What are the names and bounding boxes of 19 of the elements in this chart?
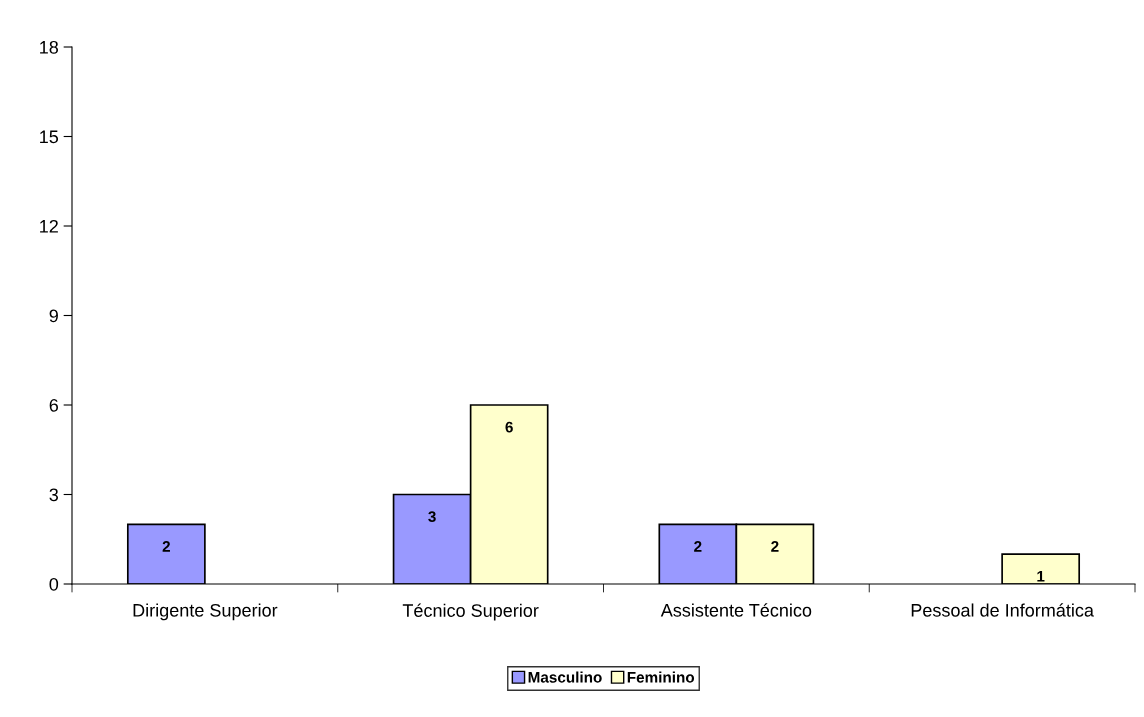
y-tick-label: 18 [40, 40, 59, 54]
y-tick-label: 12 [40, 219, 58, 233]
x-tick-label: Assistente Técnico [660, 603, 812, 617]
data-label: 2 [771, 541, 779, 552]
x-tick-label: Pessoal de Informática [911, 603, 1094, 617]
data-label: 1 [1037, 571, 1045, 582]
y-tick-label: 9 [49, 309, 58, 323]
y-tick-label: 15 [40, 130, 59, 144]
data-label: 3 [428, 511, 436, 523]
y-tick-label: 6 [49, 398, 59, 412]
x-tick-label: Dirigente Superior [133, 603, 278, 621]
legend-label: Masculino [528, 671, 602, 683]
data-label: 6 [505, 421, 513, 433]
legend-label: Feminino [627, 671, 695, 683]
x-tick-label: Técnico Superior [402, 603, 539, 621]
data-label: 2 [694, 541, 702, 552]
data-label: 2 [162, 541, 170, 552]
y-tick-label: 0 [49, 577, 59, 591]
y-tick-label: 3 [49, 488, 59, 502]
